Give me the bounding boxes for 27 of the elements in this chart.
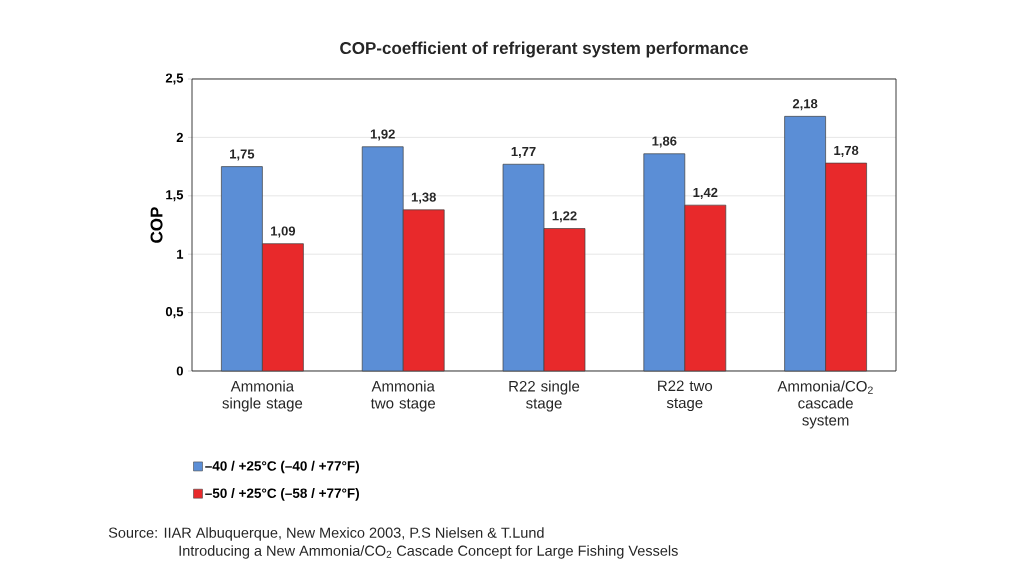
- data-label: 2,18: [792, 99, 818, 111]
- data-label: 1,09: [271, 226, 296, 238]
- x-tick-label: Ammonia single stage: [222, 380, 303, 412]
- text: Introducing a New Ammonia/CO$_{2}$ Cascade Concept for Large Fishing Vessels: [179, 545, 678, 559]
- data-label: 1,75: [230, 149, 255, 161]
- y-tick-label: 0,5: [165, 307, 184, 319]
- chart-title: COP-coefficient of refrigerant system performance: [340, 41, 748, 58]
- legend-label: –50 / +25°C (–58 / +77°F): [205, 488, 359, 501]
- source-note: Source: IIAR Albuquerque, New Mexico 2003, P.S Nielsen & T.Lund: [108, 527, 544, 541]
- data-label: 1,92: [370, 129, 395, 141]
- data-label: 1,22: [552, 211, 577, 223]
- data-label: 1,77: [511, 147, 536, 159]
- x-tick-label: R22 two stage: [658, 380, 713, 412]
- x-tick-label: R22 single stage: [509, 380, 580, 412]
- category-label: Ammonia/CO$_{2}$ cascade system: [777, 380, 873, 429]
- y-axis-title: COP: [150, 207, 163, 243]
- y-tick-label: 0: [176, 366, 183, 376]
- legend-label: –40 / +25°C (–40 / +77°F): [205, 460, 359, 474]
- y-tick-label: 1,5: [166, 190, 184, 202]
- data-label: 1,38: [411, 192, 436, 204]
- y-tick-label: 1: [177, 249, 184, 259]
- data-label: 1,42: [693, 187, 718, 199]
- y-tick-label: 2,5: [165, 73, 184, 85]
- data-label: 1,86: [652, 136, 677, 148]
- y-tick-label: 2: [176, 132, 183, 142]
- data-label: 1,78: [834, 145, 859, 157]
- x-tick-label: Ammonia two stage: [370, 380, 436, 412]
